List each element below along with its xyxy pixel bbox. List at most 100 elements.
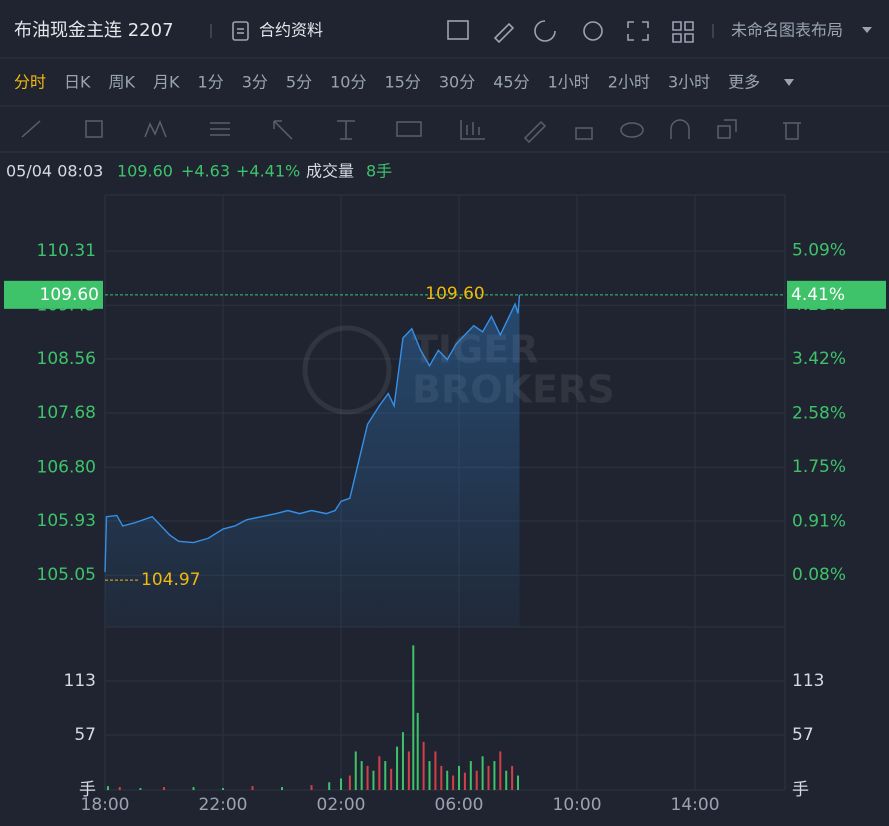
info-volume: 8手 xyxy=(366,162,392,181)
price-line xyxy=(104,294,521,573)
indicator-icon[interactable] xyxy=(447,20,469,40)
volume-bar xyxy=(499,751,502,790)
volume-bar xyxy=(481,756,484,790)
period-tab[interactable]: 45分 xyxy=(493,73,529,92)
volume-bar xyxy=(505,770,508,790)
text-tool[interactable] xyxy=(337,120,355,140)
y2-tick-label: 2.58% xyxy=(792,403,846,423)
period-tab[interactable]: 5分 xyxy=(286,73,312,92)
last-price-label: 109.60 xyxy=(425,284,484,304)
volume-tick-label: 手 xyxy=(79,780,96,800)
info-change-pct: +4.41% xyxy=(236,162,300,181)
y2-tick-label: 3.42% xyxy=(792,349,846,369)
chart: 18:00 22:00 02:00 06:00 10:00 14:00 110.31 109.… xyxy=(4,194,886,815)
y2-tick-label: 0.91% xyxy=(792,511,846,531)
pattern-tool[interactable] xyxy=(144,120,167,138)
volume-tick-label-right: 57 xyxy=(792,725,814,745)
period-tab[interactable]: 3分 xyxy=(242,73,268,92)
period-tab[interactable]: 周K xyxy=(109,73,136,92)
magnet-tool[interactable] xyxy=(670,119,690,139)
volume-tick-label: 113 xyxy=(64,671,96,691)
volume-bar xyxy=(251,786,254,790)
layout-name[interactable]: 未命名图表布局 xyxy=(731,21,843,40)
volume-bar xyxy=(340,778,343,790)
fullscreen-icon[interactable] xyxy=(627,21,649,41)
x-tick-label: 14:00 xyxy=(671,795,720,815)
toolbar-icons xyxy=(447,20,694,44)
more-arrow xyxy=(784,79,794,86)
volume-bar xyxy=(463,772,466,790)
volume-bar xyxy=(487,765,490,790)
period-tab[interactable]: 月K xyxy=(153,73,180,92)
period-tab[interactable]: 10分 xyxy=(330,73,366,92)
period-tab[interactable]: 1分 xyxy=(198,73,224,92)
brush-tool[interactable] xyxy=(523,120,547,144)
volume-bar xyxy=(310,785,313,790)
volume-bar xyxy=(348,775,351,790)
arrow-tool[interactable] xyxy=(273,120,293,140)
fib-tool[interactable] xyxy=(210,122,230,136)
volume-bar xyxy=(511,765,514,790)
volume-bar xyxy=(354,751,357,790)
dropdown-arrow xyxy=(862,27,872,33)
period-tab[interactable]: 日K xyxy=(64,73,91,92)
y2-tick-label: 1.75% xyxy=(792,457,846,477)
info-change: +4.63 xyxy=(181,162,230,181)
x-tick-label: 22:00 xyxy=(199,795,248,815)
period-tab[interactable]: 更多 xyxy=(728,73,760,92)
volume-bar xyxy=(372,770,375,790)
price-area xyxy=(105,294,520,627)
volume-bar xyxy=(446,770,449,790)
period-tab[interactable]: 1小时 xyxy=(548,73,590,92)
delete-tool[interactable] xyxy=(783,122,801,140)
line-tool[interactable] xyxy=(21,120,41,138)
lock-tool[interactable] xyxy=(575,127,593,140)
instrument-title: 布油现金主连 2207 xyxy=(14,20,174,41)
volume-tick-label-right: 113 xyxy=(792,671,824,691)
period-tab[interactable]: 30分 xyxy=(439,73,475,92)
edit-icon[interactable] xyxy=(493,22,515,44)
volume-bar xyxy=(458,765,461,790)
volume-bar xyxy=(192,787,195,790)
volume-bar xyxy=(428,761,431,790)
chart-tool[interactable] xyxy=(460,120,485,140)
rect-tool[interactable] xyxy=(85,120,103,138)
last-price-box xyxy=(4,280,103,309)
volume-bar xyxy=(328,782,331,790)
layout-icon[interactable] xyxy=(672,21,694,43)
volume-bar xyxy=(452,775,455,790)
period-bar: 分时 日K 周K 月K 1分 3分 5分 10分 15分 30分 45分 1小时 2小时 3小时 更多 xyxy=(14,73,760,92)
volume-tick-label-right: 手 xyxy=(792,780,809,800)
eye-tool[interactable] xyxy=(620,122,644,138)
y-tick-label: 107.68 xyxy=(37,403,96,423)
info-volume-label: 成交量 xyxy=(306,162,354,181)
prev-close-label: 104.97 xyxy=(141,570,200,590)
info-time: 05/04 08:03 xyxy=(6,162,103,181)
volume-bar xyxy=(440,765,443,790)
contract-button[interactable]: 合约资料 xyxy=(232,21,323,41)
volume-bar xyxy=(163,787,166,790)
volume-bar xyxy=(422,741,425,790)
volume-bar xyxy=(493,761,496,790)
clone-tool[interactable] xyxy=(717,119,737,139)
volume-bar xyxy=(360,761,363,790)
number-tool[interactable] xyxy=(396,121,422,137)
undo-icon[interactable] xyxy=(534,20,556,42)
x-tick-label: 06:00 xyxy=(435,795,484,815)
period-tab[interactable]: 2小时 xyxy=(608,73,650,92)
volume-bar xyxy=(401,732,404,790)
volume-bar xyxy=(416,712,419,790)
period-tab[interactable]: 分时 xyxy=(14,73,46,92)
volume-bar xyxy=(281,787,284,790)
x-tick-label: 02:00 xyxy=(317,795,366,815)
watermark-logo xyxy=(302,325,392,415)
volume-bar xyxy=(366,765,369,790)
period-tab[interactable]: 15分 xyxy=(384,73,420,92)
y-tick-label: 106.80 xyxy=(37,457,96,477)
settings-icon[interactable] xyxy=(583,21,603,41)
contract-label: 合约资料 xyxy=(259,21,323,40)
volume-bar xyxy=(434,751,437,790)
doc-icon xyxy=(232,21,249,41)
period-tab[interactable]: 3小时 xyxy=(668,73,710,92)
